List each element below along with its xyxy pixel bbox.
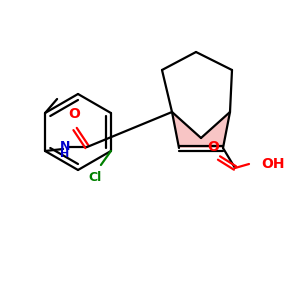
Polygon shape [172,112,230,148]
Text: N: N [60,140,70,154]
Text: Cl: Cl [88,171,101,184]
Text: OH: OH [261,157,284,171]
Text: O: O [207,140,219,154]
Text: H: H [61,149,70,159]
Text: O: O [68,107,80,121]
